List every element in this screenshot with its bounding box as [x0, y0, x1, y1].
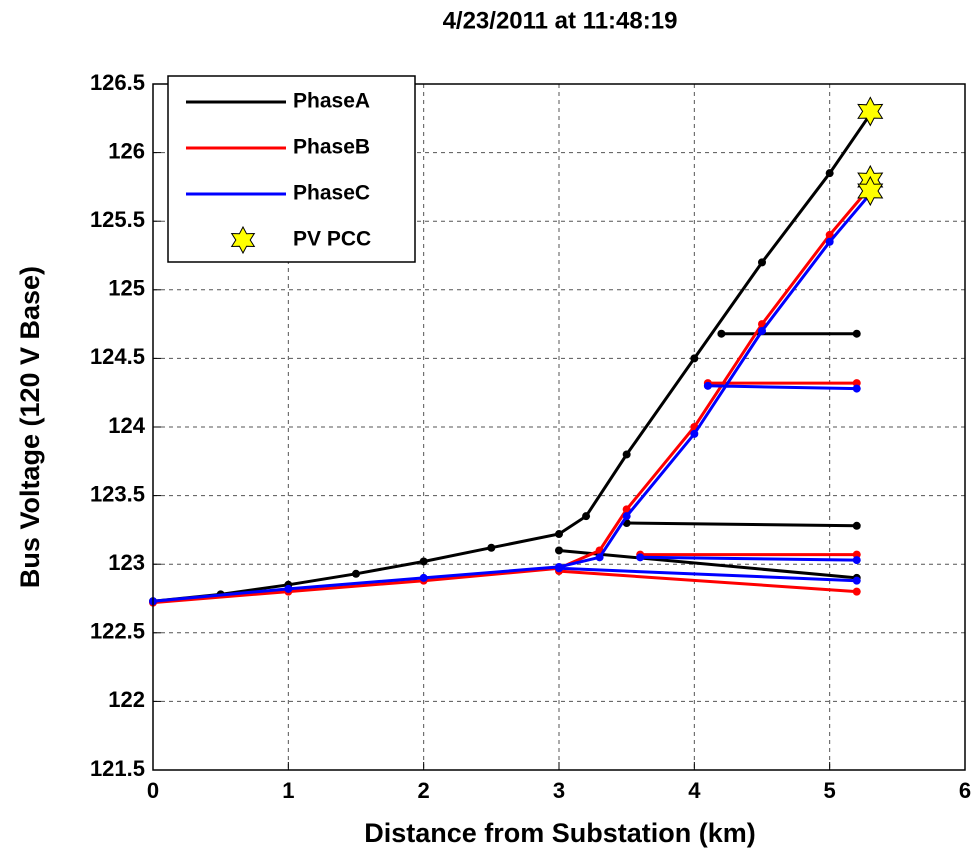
y-tick-label: 121.5 [90, 756, 145, 781]
bus-marker [717, 329, 726, 338]
bus-marker [852, 576, 861, 585]
bus-marker [636, 553, 645, 562]
phase-line [152, 185, 872, 605]
bus-marker [622, 505, 631, 514]
y-tick-label: 126.5 [90, 70, 145, 95]
bus-marker [690, 429, 699, 438]
bus-marker [419, 557, 428, 566]
y-tick-label: 122.5 [90, 619, 145, 644]
x-tick-label: 6 [959, 778, 971, 803]
legend-label: PhaseA [293, 90, 370, 113]
legend-marker [230, 225, 256, 255]
pv-marker [857, 175, 884, 207]
bus-marker [825, 230, 834, 239]
bus-marker [758, 326, 766, 335]
bus-marker [622, 512, 631, 521]
y-tick-label: 122 [108, 687, 145, 712]
x-tick-label: 1 [282, 778, 294, 803]
bus-marker [758, 258, 766, 267]
bus-marker [703, 381, 712, 390]
y-tick-label: 123 [108, 550, 145, 575]
axes-box [152, 83, 966, 771]
chart-title: 4/23/2011 at 11:48:19 [443, 7, 678, 34]
bus-marker [622, 450, 631, 459]
bus-marker [690, 354, 699, 363]
x-tick-label: 4 [688, 778, 701, 803]
legend-box [167, 75, 416, 263]
bus-marker [487, 543, 496, 552]
x-axis-label: Distance from Substation (km) [364, 818, 756, 848]
bus-marker [825, 169, 834, 178]
pv-marker [857, 96, 884, 127]
bus-marker [852, 587, 861, 596]
y-tick-label: 123.5 [90, 481, 145, 506]
y-axis-label: Bus Voltage (120 V Base) [15, 266, 45, 588]
bus-marker [852, 556, 861, 565]
x-tick-label: 0 [147, 778, 159, 803]
y-tick-label: 124 [108, 413, 145, 438]
bus-marker [555, 530, 563, 539]
x-tick-label: 3 [553, 778, 565, 803]
bus-marker [852, 550, 861, 559]
bus-marker [352, 569, 360, 578]
x-tick-label: 5 [824, 778, 836, 803]
y-tick-label: 124.5 [90, 344, 145, 369]
y-tick-label: 126 [108, 138, 145, 163]
phase-line [152, 192, 872, 603]
legend-label: PhaseB [293, 136, 370, 159]
y-tick-label: 125 [108, 276, 145, 301]
bus-marker [555, 546, 563, 555]
bus-marker [284, 584, 293, 593]
bus-marker [852, 379, 861, 388]
legend-label: PV PCC [293, 228, 371, 251]
bus-marker [852, 384, 861, 393]
x-tick-label: 2 [418, 778, 430, 803]
bus-marker [852, 521, 861, 530]
y-tick-label: 125.5 [90, 207, 145, 232]
legend-label: PhaseC [293, 182, 370, 205]
bus-marker [419, 573, 428, 582]
bus-marker [595, 553, 604, 562]
bus-marker [582, 512, 591, 521]
bus-marker [825, 237, 834, 246]
bus-marker [852, 329, 861, 338]
bus-marker [555, 564, 563, 573]
